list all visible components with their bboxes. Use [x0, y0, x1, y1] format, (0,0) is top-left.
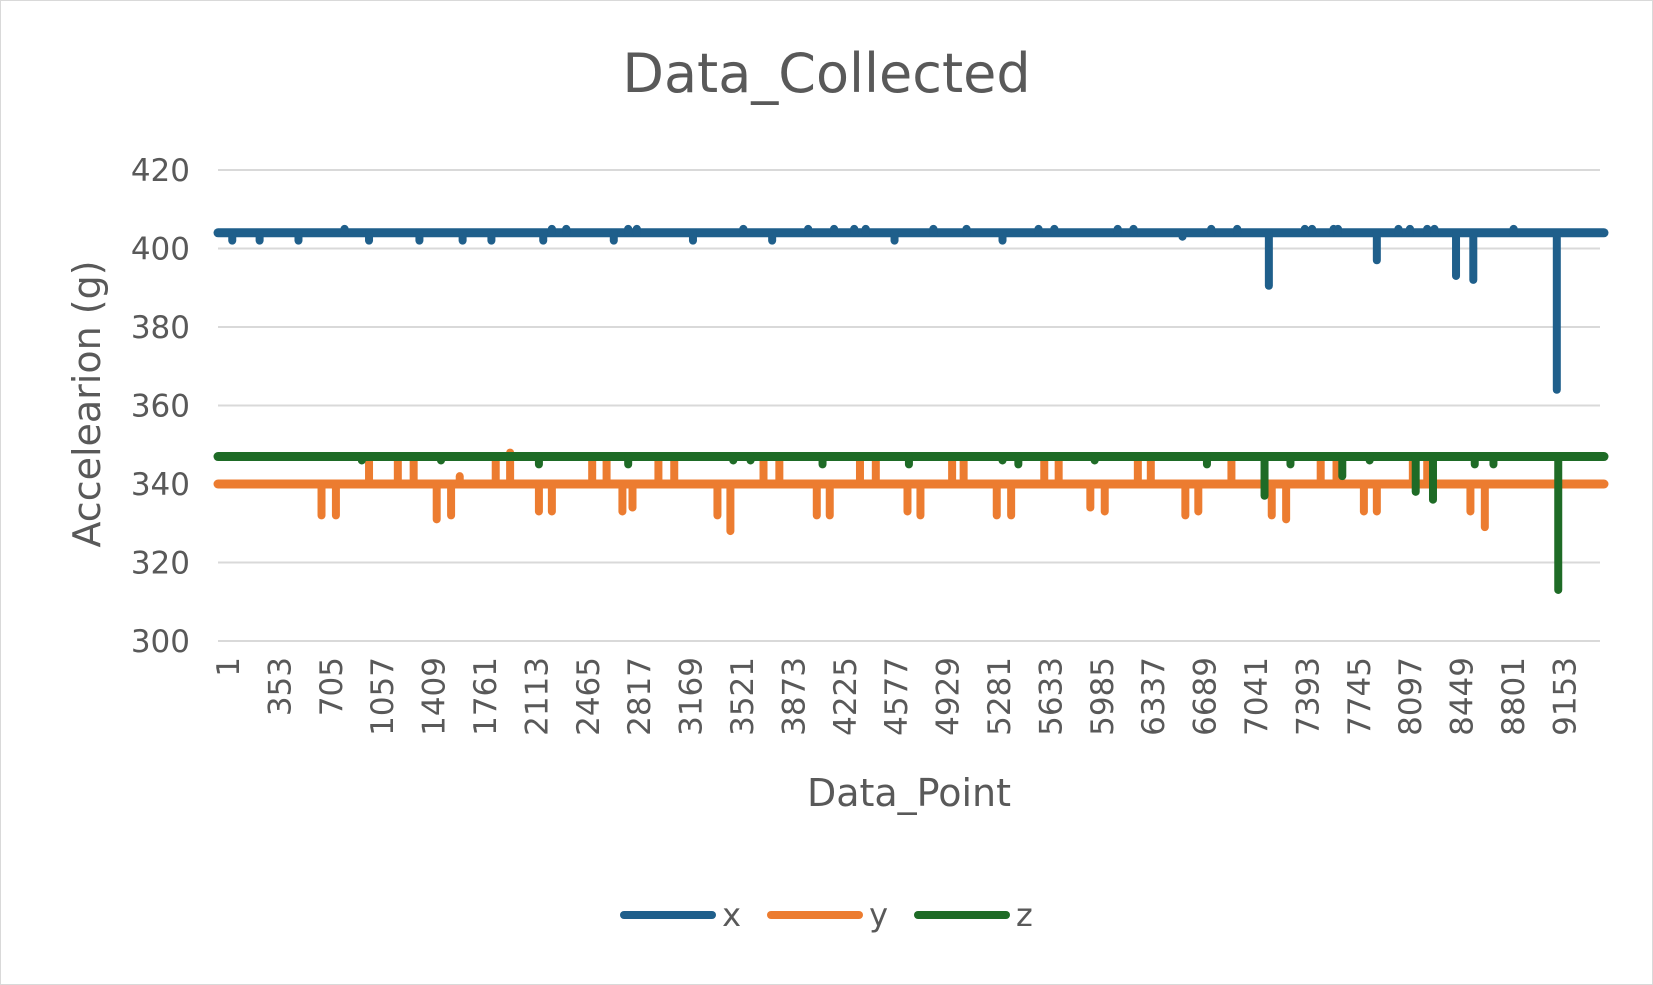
legend-swatch-z	[914, 911, 1011, 919]
y-tick-label: 360	[131, 389, 190, 425]
x-tick-label: 7041	[1239, 657, 1275, 736]
x-tick-label: 705	[314, 657, 350, 716]
series-x	[213, 224, 1609, 394]
x-tick-label: 8801	[1496, 657, 1532, 736]
x-tick-labels: 1 353 705 1057 1409 1761 2113 2465 2817 3169 3521 3…	[211, 657, 1583, 736]
y-tick-label: 320	[131, 546, 190, 582]
x-tick-label: 353	[262, 657, 298, 716]
x-tick-label: 1057	[365, 657, 401, 736]
x-tick-label: 1	[211, 657, 247, 677]
y-axis-title: Accelearion (g)	[65, 260, 109, 547]
legend-swatch-x	[620, 911, 717, 919]
x-tick-label: 3873	[776, 657, 812, 736]
x-tick-label: 4929	[931, 657, 967, 736]
x-tick-label: 4577	[879, 657, 915, 736]
x-tick-label: 4225	[828, 657, 864, 736]
y-tick-label: 380	[131, 310, 190, 346]
x-tick-label: 7393	[1290, 657, 1326, 736]
series-lines	[213, 224, 1609, 594]
x-tick-label: 7745	[1342, 657, 1378, 736]
x-tick-label: 8449	[1445, 657, 1481, 736]
x-tick-label: 3169	[674, 657, 710, 736]
x-tick-label: 2817	[622, 657, 658, 736]
x-axis-title: Data_Point	[807, 771, 1011, 815]
gridlines	[218, 169, 1600, 642]
legend-swatch-y	[767, 911, 864, 919]
x-tick-label: 6337	[1136, 657, 1172, 736]
legend-label-y: y	[869, 896, 889, 934]
x-tick-label: 2113	[519, 657, 555, 736]
legend-item-y: y	[767, 896, 888, 934]
x-tick-label: 1761	[468, 657, 504, 736]
x-tick-label: 8097	[1393, 657, 1429, 736]
x-tick-label: 3521	[725, 657, 761, 736]
x-tick-label: 1409	[417, 657, 453, 736]
y-tick-label: 340	[131, 467, 190, 503]
legend: x y z	[0, 896, 1653, 934]
y-tick-label: 400	[131, 232, 190, 268]
legend-label-x: x	[722, 896, 742, 934]
chart-title: Data_Collected	[622, 42, 1031, 105]
series-z	[213, 452, 1609, 594]
x-tick-label: 5281	[982, 657, 1018, 736]
x-tick-label: 5985	[1085, 657, 1121, 736]
x-tick-label: 9153	[1547, 657, 1583, 736]
series-y	[213, 448, 1609, 536]
y-tick-label: 300	[131, 624, 190, 660]
x-tick-label: 6689	[1188, 657, 1224, 736]
legend-item-z: z	[914, 896, 1033, 934]
x-tick-label: 5633	[1033, 657, 1069, 736]
y-tick-labels: 300 320 340 360 380 400 420	[131, 153, 190, 660]
legend-item-x: x	[620, 896, 741, 934]
y-tick-label: 420	[131, 153, 190, 189]
x-tick-label: 2465	[571, 657, 607, 736]
legend-label-z: z	[1016, 896, 1033, 934]
